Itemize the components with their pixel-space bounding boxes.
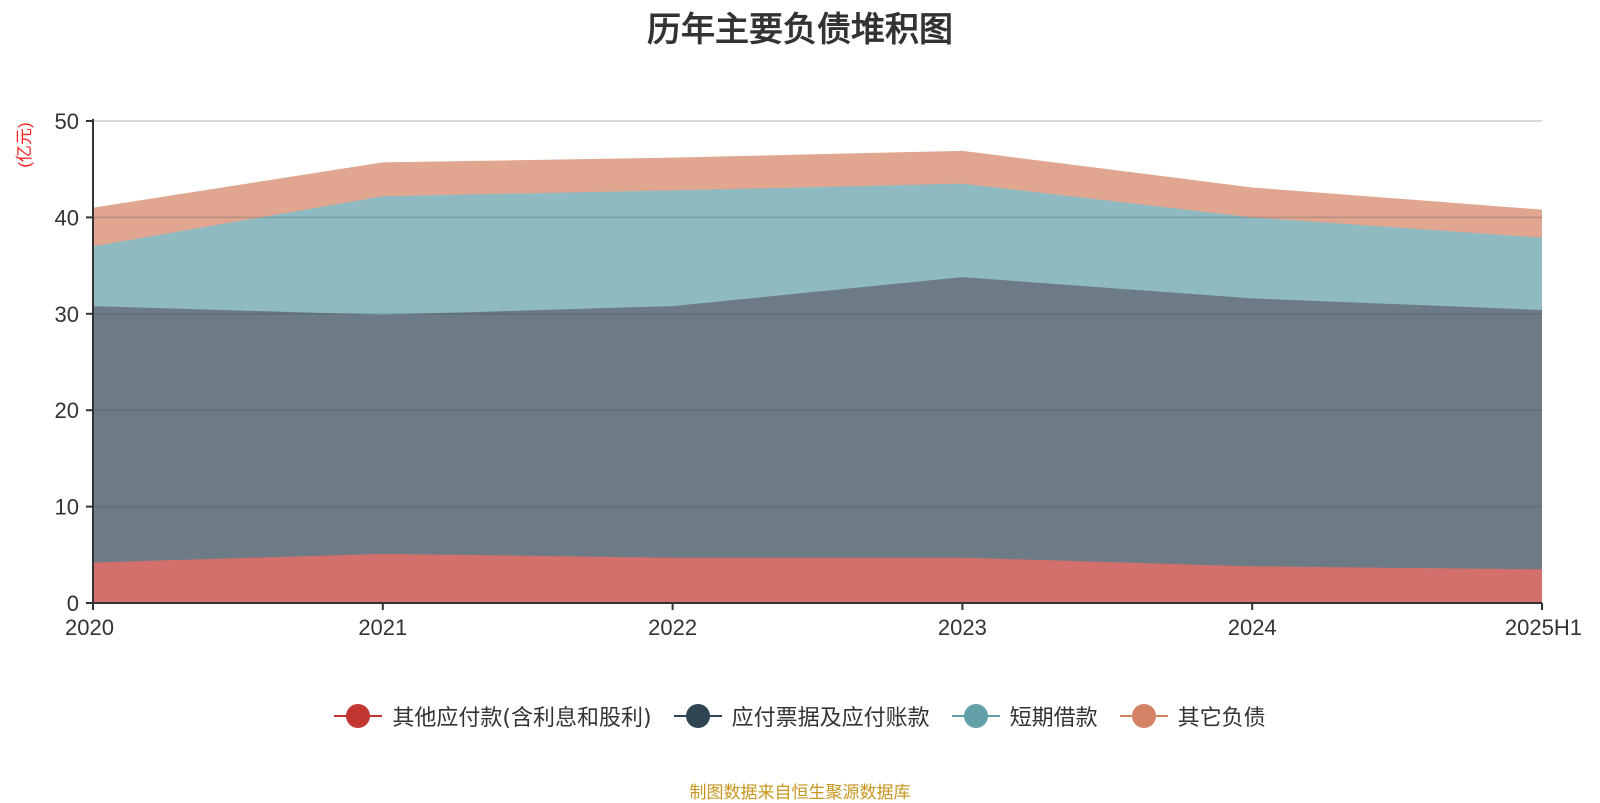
legend-item-other-payables[interactable]: 其他应付款(含利息和股利) <box>334 700 652 732</box>
x-tick-label: 2023 <box>938 615 987 640</box>
area-series-0 <box>93 553 1542 603</box>
legend-marker-icon <box>673 704 722 728</box>
legend-label: 短期借款 <box>1009 706 1098 731</box>
area-series-2 <box>93 183 1542 315</box>
legend-marker-icon <box>334 704 383 728</box>
area-series <box>92 150 1543 603</box>
y-tick-label: 0 <box>67 591 79 616</box>
y-tick-label: 50 <box>55 109 79 134</box>
y-tick-label: 10 <box>55 495 79 520</box>
x-tick-label: 2025H1 <box>1505 615 1582 640</box>
legend-item-notes-accounts-payable[interactable]: 应付票据及应付账款 <box>673 700 930 732</box>
area-series-1 <box>93 277 1542 570</box>
y-tick-label: 20 <box>55 398 79 423</box>
data-source-note: 制图数据来自恒生聚源数据库 <box>689 783 911 803</box>
legend-item-other-liabilities[interactable]: 其它负债 <box>1119 700 1266 732</box>
area-series-3 <box>93 151 1542 247</box>
area-series-line-3 <box>92 150 1543 212</box>
x-tick-label: 2021 <box>358 615 407 640</box>
chart-title: 历年主要负债堆积图 <box>647 10 953 50</box>
legend-label: 应付票据及应付账款 <box>731 706 930 731</box>
legend-label: 其它负债 <box>1177 706 1266 731</box>
legend-marker-icon <box>951 704 1000 728</box>
y-tick-label: 40 <box>55 205 79 230</box>
y-axis-label: (亿元) <box>15 122 34 167</box>
legend-label: 其他应付款(含利息和股利) <box>392 706 652 731</box>
legend: 其他应付款(含利息和股利) 应付票据及应付账款 短期借款 其它负债 <box>0 700 1600 732</box>
x-tick-label: 2022 <box>648 615 697 640</box>
x-tick-label: 2020 <box>65 615 114 640</box>
axes: 0 10 20 30 40 50 2020 2021 2022 2023 2024 2025H1 <box>55 109 1582 640</box>
x-tick-label: 2024 <box>1228 615 1277 640</box>
legend-item-short-term-loans[interactable]: 短期借款 <box>951 700 1098 732</box>
y-tick-label: 30 <box>55 302 79 327</box>
legend-marker-icon <box>1119 704 1168 728</box>
